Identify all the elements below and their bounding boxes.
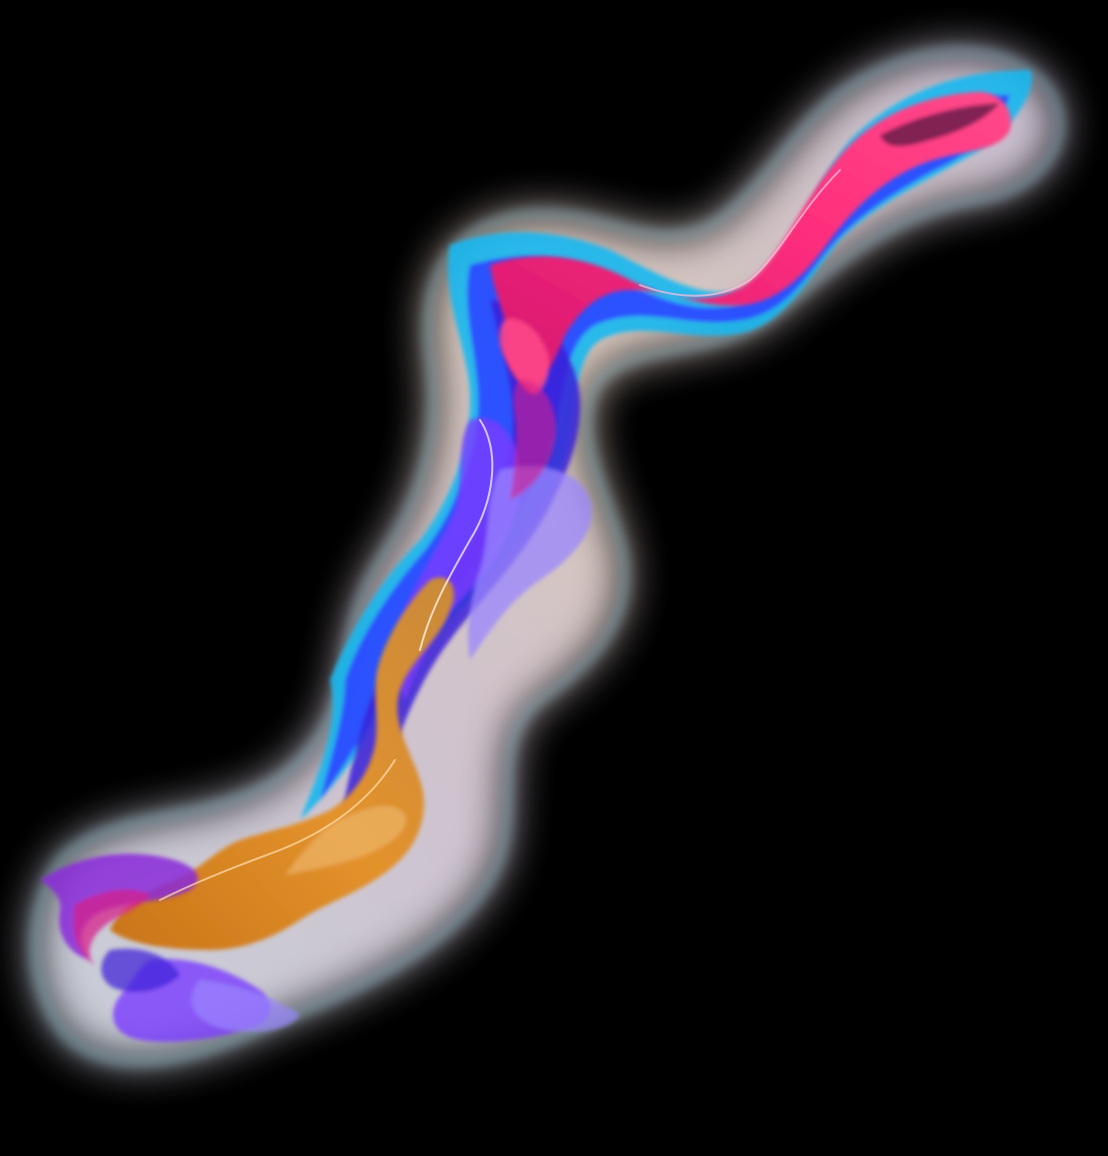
- lower-splash: [40, 853, 300, 1042]
- orange-stream: [110, 577, 454, 950]
- pink-stream: [490, 91, 1011, 395]
- highlight-streaks: [159, 169, 841, 901]
